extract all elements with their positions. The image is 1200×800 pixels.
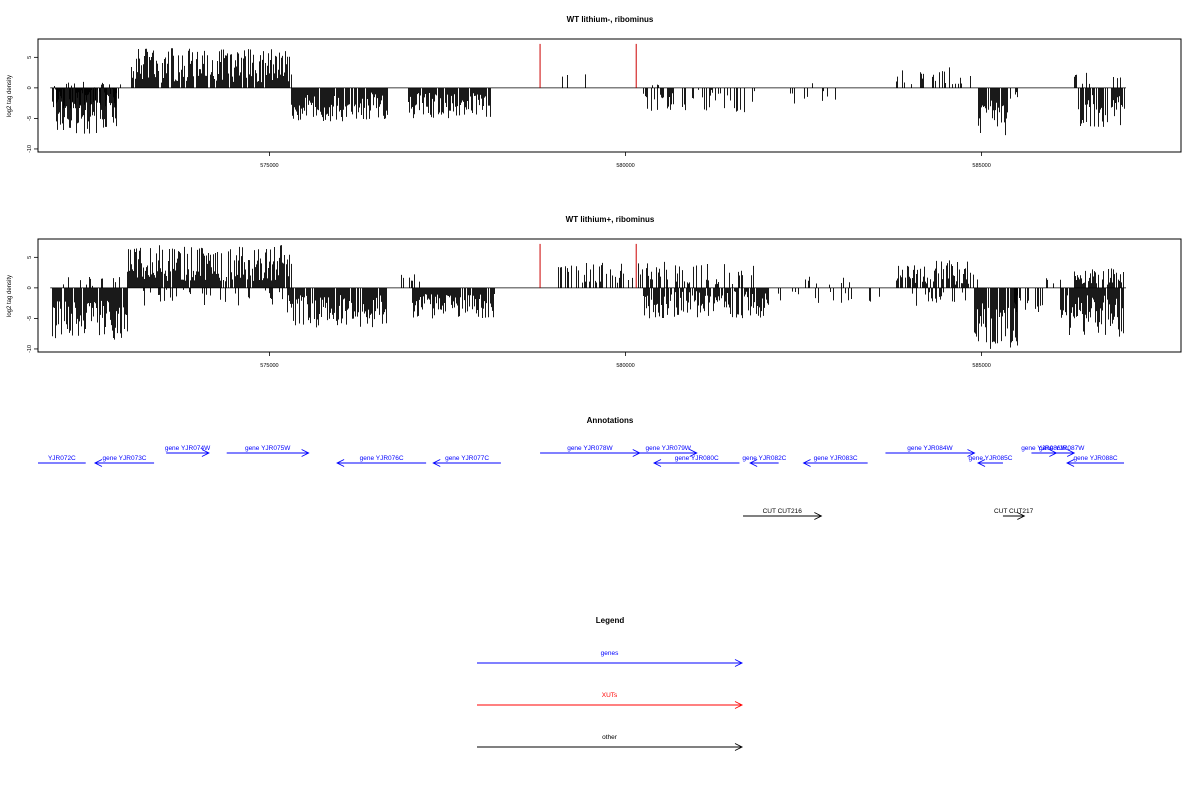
legend-entry-genes: genes [477, 650, 744, 667]
track-panel-lithium-minus: WT lithium-, ribominus log2 tag density … [7, 15, 1182, 169]
feature-gene-yjr077c: gene YJR077C [432, 455, 501, 467]
feature-gene-yjr085c: gene YJR085C [969, 455, 1013, 467]
feature-cut-cut216: CUT CUT216 [743, 508, 823, 520]
feature-label: gene YJR073C [103, 455, 147, 462]
plot-frame [37, 38, 1182, 153]
feature-label: gene YJR077C [445, 455, 489, 462]
feature-label: CUT CUT217 [994, 508, 1034, 515]
x-tick-label: 580000 [616, 363, 634, 369]
feature-label: gene YJR085C [969, 455, 1013, 462]
feature-label: gene YJR083C [814, 455, 858, 462]
legend-label: genes [601, 650, 619, 657]
track-panel-lithium-plus: WT lithium+, ribominus log2 tag density … [7, 215, 1182, 369]
feature-label: CUT CUT216 [763, 508, 803, 515]
legend-entry-xuts: XUTs [477, 692, 744, 709]
x-tick-label: 580000 [616, 163, 634, 169]
feature-gene-yjr073c: gene YJR073C [93, 455, 155, 467]
legend-title: Legend [596, 616, 625, 625]
feature-label: gene YJR082C [742, 455, 786, 462]
y-tick-label: -10 [27, 345, 33, 353]
x-tick-label: 575000 [260, 163, 278, 169]
feature-gene-yjr088c: gene YJR088C [1066, 455, 1125, 467]
arrow-head-left [336, 459, 345, 467]
feature-gene-yjr083c: gene YJR083C [802, 455, 868, 467]
legend-entry-other: other [477, 734, 744, 751]
arrow-head-left [802, 459, 811, 467]
feature-gene-yjr084w: gene YJR084W [885, 445, 976, 457]
arrow-head-right [814, 512, 823, 520]
x-tick-label: 585000 [972, 363, 990, 369]
arrow-head-right [201, 449, 210, 457]
arrow-head-left [1066, 459, 1075, 467]
y-tick-label: 0 [27, 286, 33, 289]
arrow-head-right [301, 449, 310, 457]
legend-arrow-head [734, 743, 744, 751]
legend-arrow-head [734, 659, 744, 667]
arrow-head-right [1017, 512, 1026, 520]
legend-panel: Legend genes XUTs other [477, 616, 744, 751]
feature-label: YJR072C [48, 455, 76, 462]
feature-gene-yjr080c: gene YJR080C [653, 455, 740, 467]
annotations-panel: Annotations YJR072C gene YJR073C gene YJR0… [38, 416, 1125, 520]
plot-frame [37, 238, 1182, 353]
legend-label: other [602, 734, 618, 741]
arrow-head-right [967, 449, 976, 457]
feature-label: gene YJR074W [165, 445, 211, 452]
arrow-head-left [93, 459, 103, 467]
y-tick-label: 5 [27, 56, 33, 59]
feature-gene-yjr074w: gene YJR074W [165, 445, 211, 457]
feature-label: gene YJR075W [245, 445, 291, 452]
feature-gene-yjr087w: gene YJR087W [1039, 445, 1085, 457]
feature-label: gene YJR080C [675, 455, 719, 462]
arrow-head-right [689, 449, 698, 457]
feature-gene-yjr076c: gene YJR076C [336, 455, 427, 467]
y-axis-label: log2 tag density [7, 275, 13, 317]
feature-label: gene YJR079W [646, 445, 692, 452]
feature-cut-cut217: CUT CUT217 [994, 508, 1034, 520]
legend-label: XUTs [602, 692, 618, 699]
y-tick-label: -10 [27, 145, 33, 153]
x-tick-label: 585000 [972, 163, 990, 169]
feature-gene-yjr079w: gene YJR079W [639, 445, 698, 457]
panel-title: WT lithium+, ribominus [566, 215, 655, 224]
legend-arrow-head [734, 701, 744, 709]
y-tick-label: 0 [27, 86, 33, 89]
arrow-head-left [653, 459, 662, 467]
y-axis-label: log2 tag density [7, 75, 13, 117]
arrow-head-left [749, 459, 758, 467]
x-tick-label: 575000 [260, 363, 278, 369]
arrow-head-right [1066, 449, 1076, 457]
y-tick-label: 5 [27, 256, 33, 259]
panel-title: WT lithium-, ribominus [567, 15, 654, 24]
feature-gene-yjr082c: gene YJR082C [742, 455, 787, 467]
arrow-head-left [977, 459, 986, 467]
feature-label: gene YJR087W [1039, 445, 1085, 452]
feature-yjr072c: YJR072C [38, 455, 86, 464]
feature-label: gene YJR086W [1021, 445, 1067, 452]
feature-label: gene YJR076C [360, 455, 404, 462]
y-tick-label: -5 [27, 116, 33, 121]
y-tick-label: -5 [27, 316, 33, 321]
feature-label: gene YJR078W [567, 445, 613, 452]
feature-label: gene YJR088C [1074, 455, 1118, 462]
arrow-head-left [432, 459, 441, 467]
annotations-title: Annotations [587, 416, 634, 425]
feature-gene-yjr075w: gene YJR075W [226, 445, 310, 457]
feature-label: gene YJR084W [907, 445, 953, 452]
